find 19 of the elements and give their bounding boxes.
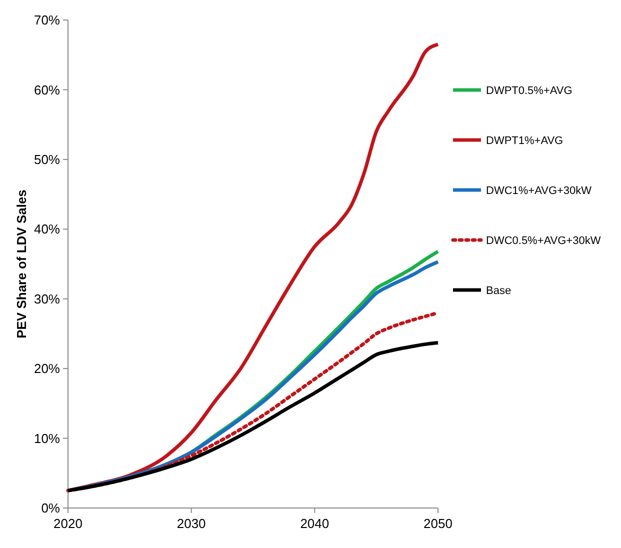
y-tick-label: 0% — [41, 500, 60, 516]
y-tick-label: 70% — [34, 12, 60, 28]
x-tick-label: 2030 — [176, 516, 206, 531]
legend-label: Base — [486, 284, 512, 297]
y-axis-title: PEV Share of LDV Sales — [14, 190, 29, 338]
legend-label: DWC1%+AVG+30kW — [486, 184, 592, 197]
legend-label: DWPT1%+AVG — [486, 134, 564, 147]
x-tick-label: 2020 — [54, 516, 82, 531]
legend-label: DWC0.5%+AVG+30kW — [486, 234, 602, 247]
y-tick-label: 30% — [34, 291, 60, 306]
line-series — [66, 341, 440, 492]
x-tick-label: 2050 — [424, 516, 452, 531]
y-tick-label: 50% — [34, 152, 60, 167]
y-tick-label: 10% — [34, 430, 60, 446]
y-tick-label: 60% — [34, 82, 60, 98]
x-tick-label: 2040 — [300, 516, 330, 531]
legend-label: DWPT0.5%+AVG — [486, 84, 572, 97]
y-tick-label: 40% — [34, 222, 60, 237]
y-tick-label: 20% — [34, 361, 60, 376]
